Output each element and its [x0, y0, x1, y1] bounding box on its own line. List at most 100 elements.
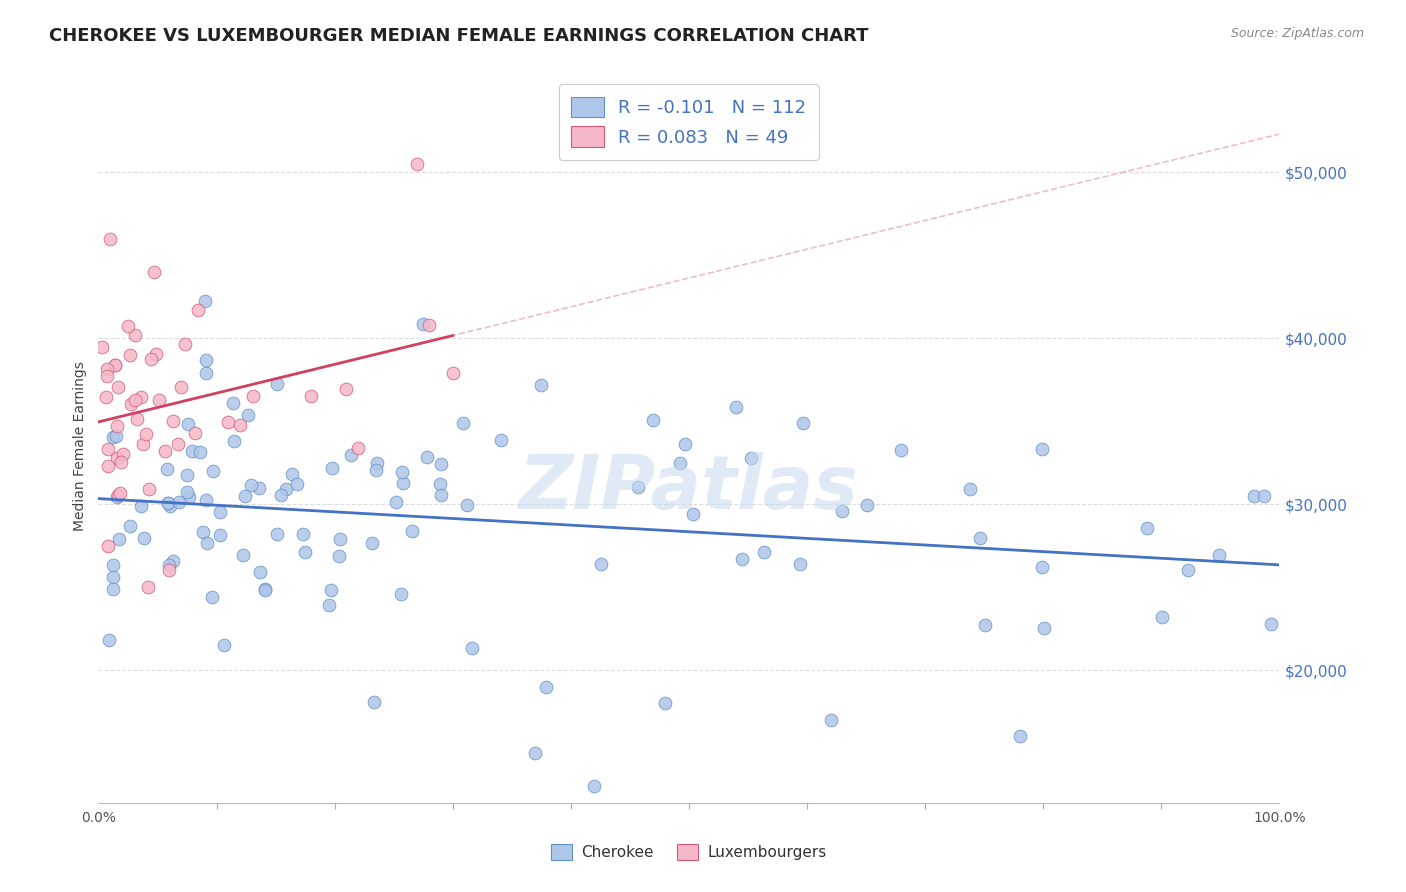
Point	[170, 380, 193, 394]
Point	[294, 545, 316, 559]
Point	[110, 455, 132, 469]
Point	[233, 489, 256, 503]
Point	[401, 524, 423, 538]
Point	[285, 476, 308, 491]
Point	[212, 638, 235, 652]
Point	[229, 417, 252, 432]
Point	[135, 427, 157, 442]
Point	[129, 500, 152, 514]
Point	[654, 696, 676, 710]
Point	[156, 496, 179, 510]
Text: CHEROKEE VS LUXEMBOURGER MEDIAN FEMALE EARNINGS CORRELATION CHART: CHEROKEE VS LUXEMBOURGER MEDIAN FEMALE E…	[49, 27, 869, 45]
Point	[96, 369, 118, 384]
Point	[194, 492, 217, 507]
Point	[134, 531, 156, 545]
Point	[97, 539, 120, 553]
Point	[831, 504, 853, 518]
Point	[391, 465, 413, 479]
Point	[429, 477, 451, 491]
Point	[96, 390, 118, 404]
Point	[142, 265, 165, 279]
Point	[177, 417, 200, 431]
Point	[281, 467, 304, 481]
Point	[105, 490, 128, 504]
Point	[157, 564, 180, 578]
Point	[329, 533, 352, 547]
Point	[299, 389, 322, 403]
Point	[209, 505, 232, 519]
Point	[366, 463, 388, 477]
Point	[253, 583, 276, 598]
Point	[389, 587, 412, 601]
Point	[249, 565, 271, 579]
Point	[524, 746, 547, 760]
Point	[174, 337, 197, 351]
Point	[974, 618, 997, 632]
Point	[184, 425, 207, 440]
Point	[96, 362, 118, 376]
Point	[959, 483, 981, 497]
Point	[138, 482, 160, 496]
Point	[90, 340, 112, 354]
Point	[162, 554, 184, 568]
Point	[789, 558, 811, 572]
Point	[969, 531, 991, 545]
Point	[1008, 730, 1031, 744]
Point	[1150, 609, 1173, 624]
Point	[890, 442, 912, 457]
Point	[412, 317, 434, 331]
Point	[856, 498, 879, 512]
Point	[139, 352, 162, 367]
Point	[145, 347, 167, 361]
Point	[291, 526, 314, 541]
Point	[236, 408, 259, 422]
Point	[162, 413, 184, 427]
Point	[340, 448, 363, 462]
Point	[1177, 563, 1199, 577]
Point	[1208, 548, 1230, 562]
Point	[820, 713, 842, 727]
Point	[441, 366, 464, 380]
Point	[361, 535, 384, 549]
Point	[193, 524, 215, 539]
Point	[217, 415, 239, 429]
Point	[740, 451, 762, 466]
Point	[104, 359, 127, 373]
Point	[98, 632, 121, 647]
Point	[132, 437, 155, 451]
Point	[253, 582, 276, 596]
Point	[200, 591, 222, 605]
Point	[534, 680, 557, 694]
Point	[673, 436, 696, 450]
Point	[418, 318, 440, 332]
Point	[641, 413, 664, 427]
Point	[430, 488, 453, 502]
Point	[583, 779, 606, 793]
Point	[120, 397, 142, 411]
Point	[124, 328, 146, 343]
Point	[491, 433, 513, 447]
Point	[166, 436, 188, 450]
Point	[461, 640, 484, 655]
Point	[167, 495, 190, 509]
Point	[318, 598, 340, 612]
Text: Source: ZipAtlas.com: Source: ZipAtlas.com	[1230, 27, 1364, 40]
Point	[1031, 560, 1053, 574]
Text: ZIPatlas: ZIPatlas	[519, 452, 859, 525]
Point	[194, 352, 217, 367]
Point	[148, 392, 170, 407]
Point	[186, 303, 208, 318]
Point	[97, 442, 120, 457]
Point	[111, 447, 134, 461]
Point	[730, 552, 752, 566]
Point	[335, 382, 357, 396]
Point	[752, 544, 775, 558]
Point	[107, 419, 129, 434]
Point	[1253, 489, 1275, 503]
Point	[270, 488, 292, 502]
Point	[125, 412, 148, 426]
Point	[247, 481, 270, 495]
Point	[124, 393, 146, 408]
Point	[156, 461, 179, 475]
Point	[239, 477, 262, 491]
